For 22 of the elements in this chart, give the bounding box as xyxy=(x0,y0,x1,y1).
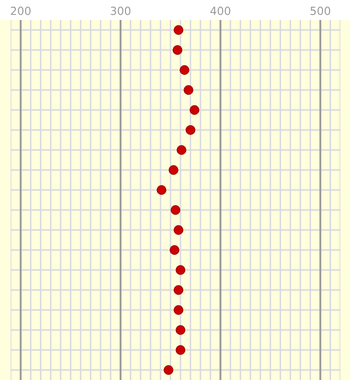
point xyxy=(170,205,180,215)
point xyxy=(180,65,190,75)
point xyxy=(186,125,196,135)
x-tick-label: 200 xyxy=(10,6,31,16)
point xyxy=(168,165,178,175)
point xyxy=(190,105,200,115)
point xyxy=(176,325,186,335)
point xyxy=(174,225,184,235)
x-tick-label: 400 xyxy=(210,6,230,16)
point xyxy=(174,25,184,35)
point xyxy=(184,85,194,95)
x-tick-label: 500 xyxy=(310,6,330,16)
point xyxy=(156,185,166,195)
point xyxy=(170,245,180,255)
point xyxy=(174,305,184,315)
point xyxy=(176,145,186,155)
point xyxy=(176,345,186,355)
point xyxy=(174,285,184,295)
x-tick-label: 300 xyxy=(110,6,130,16)
point xyxy=(164,365,174,375)
point xyxy=(172,45,182,55)
point xyxy=(176,265,186,275)
